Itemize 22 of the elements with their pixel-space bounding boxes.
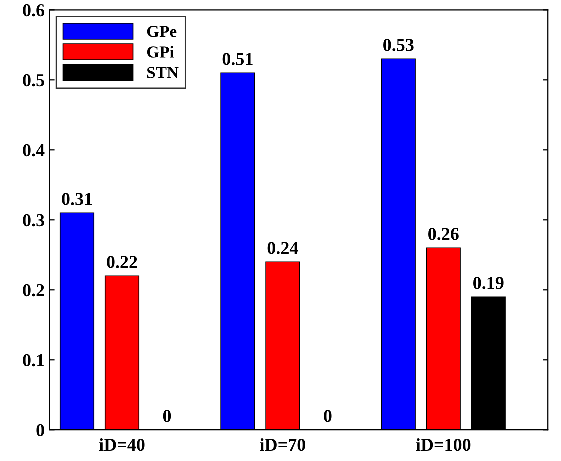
y-tick-label: 0 [36,424,44,437]
legend-label: GPi [147,46,174,58]
data-label: 0 [163,410,172,422]
data-label: 0.19 [474,277,504,290]
data-label: 0.22 [107,256,138,268]
data-label: 0.53 [384,39,414,52]
legend-label: GPe [147,26,177,38]
y-tick-label: 0.1 [23,354,44,367]
data-label: 0.51 [222,53,253,66]
data-label: 0.26 [428,228,459,240]
x-tick-label: iD=40 [99,438,145,452]
y-tick-label: 0.5 [23,74,44,87]
data-label: 0 [324,410,332,422]
y-tick-label: 0.4 [23,144,45,157]
x-tick-label: iD=70 [260,438,306,452]
y-tick-label: 0.6 [23,4,45,17]
data-label: 0.31 [62,193,92,206]
y-tick-label: 0.3 [23,214,44,227]
legend-label: STN [147,67,179,78]
data-label: 0.24 [268,242,298,254]
x-tick-label: iD=100 [416,438,471,452]
y-tick-label: 0.2 [23,284,44,297]
